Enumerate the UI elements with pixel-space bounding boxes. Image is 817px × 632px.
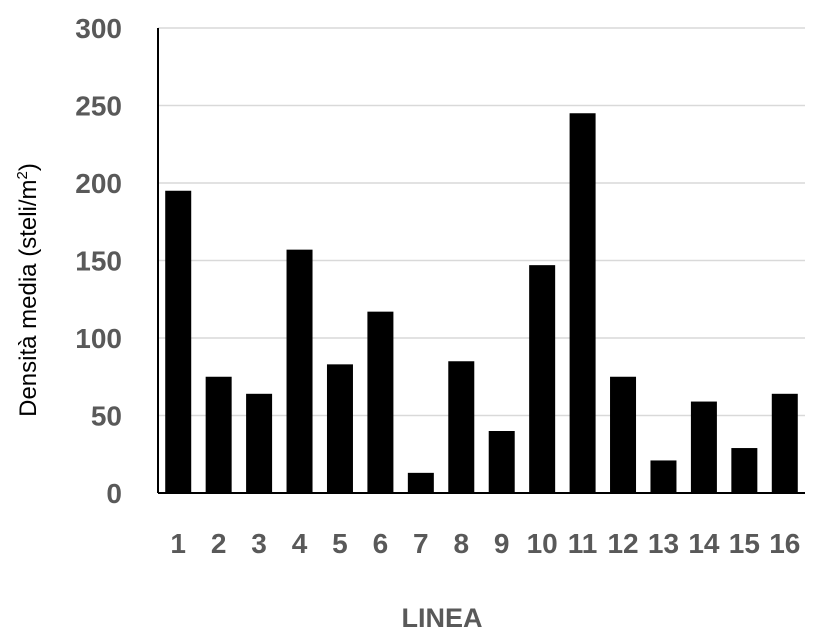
x-tick-label: 10 [527,528,558,559]
bar-16 [771,393,798,493]
bar-7 [407,472,434,493]
bar-2 [205,376,232,493]
bar-15 [731,448,758,493]
y-tick-label: 0 [106,478,122,509]
y-axis-label-close: ) [15,163,42,171]
x-tick-label: 7 [413,528,429,559]
x-tick-label: 12 [607,528,638,559]
bar-6 [367,311,394,493]
y-tick-label: 200 [75,168,122,199]
bar-14 [690,401,717,493]
x-tick-label: 9 [494,528,510,559]
bar-9 [488,431,515,493]
gridlines [158,27,805,417]
y-axis-label-text: Densità media (steli/m [15,179,42,416]
x-tick-label: 3 [251,528,267,559]
bar-3 [246,393,273,493]
bar-4 [286,249,313,493]
x-tick-label: 5 [332,528,348,559]
y-tick-label: 100 [75,323,122,354]
x-tick-label: 11 [568,528,598,559]
bar-8 [448,361,475,493]
x-axis-label: LINEA [402,603,483,632]
bar-13 [650,460,677,493]
x-tick-label: 16 [769,528,800,559]
x-tick-label: 15 [729,528,760,559]
x-tick-label: 14 [688,528,720,559]
bar-5 [326,364,353,493]
x-tick-label: 13 [648,528,679,559]
x-tick-label: 4 [292,528,308,559]
y-tick-label: 300 [75,13,122,44]
bar-12 [610,376,637,493]
y-axis-tick-labels: 0 50 100 150 200 250 300 [75,13,122,509]
y-tick-label: 250 [75,91,122,122]
bar-11 [569,113,596,493]
y-axis-label-superscript: 2 [14,171,31,179]
x-tick-label: 6 [373,528,389,559]
y-axis-label: Densità media (steli/m2) [14,163,42,417]
x-tick-label: 8 [453,528,469,559]
y-tick-label: 50 [91,401,122,432]
x-tick-label: 1 [170,528,186,559]
bar-1 [165,190,192,493]
x-tick-label: 2 [211,528,227,559]
bars [165,113,798,493]
x-axis-tick-labels: 1 2 3 4 5 6 7 8 9 10 11 12 13 14 15 16 [170,528,800,559]
y-tick-label: 150 [75,246,122,277]
bar-10 [529,265,556,493]
